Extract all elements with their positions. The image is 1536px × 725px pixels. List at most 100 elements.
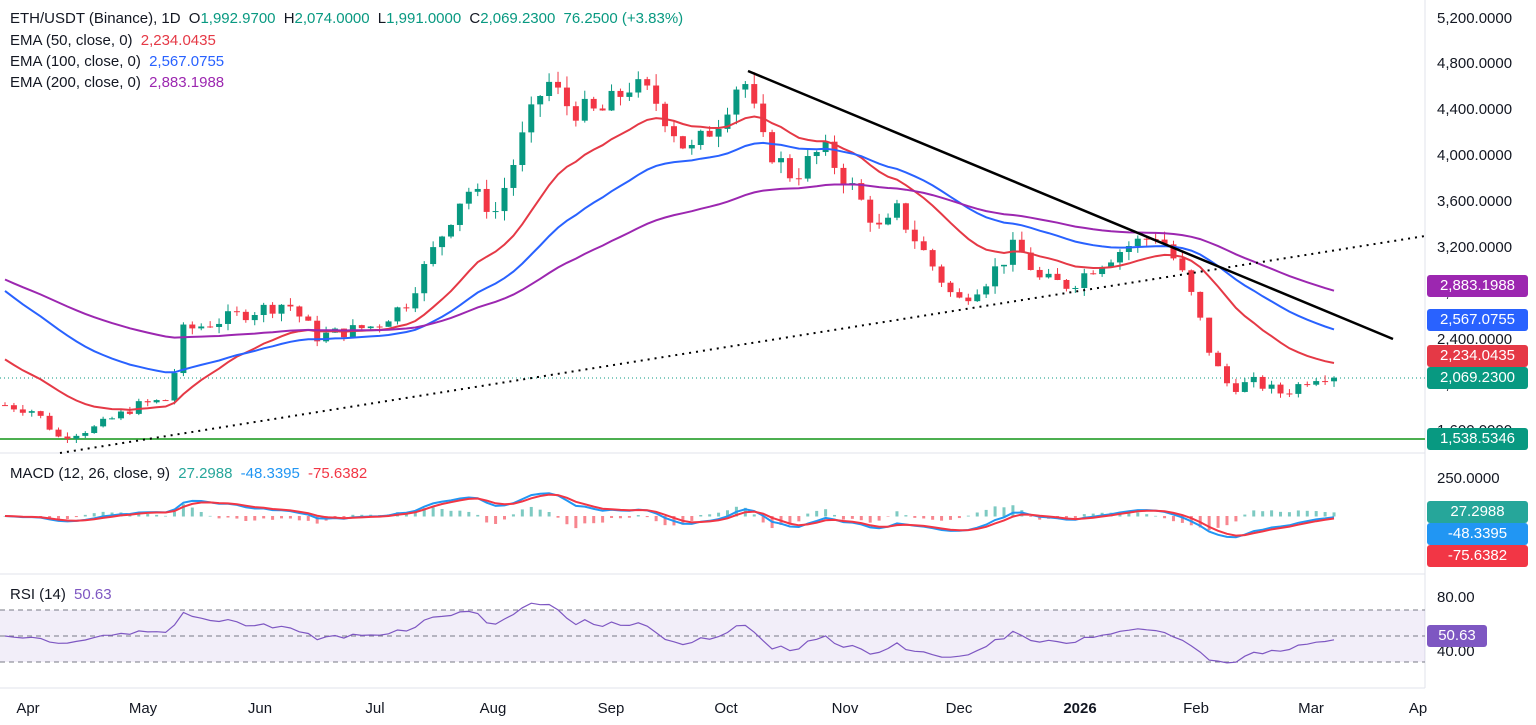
candle-body (109, 418, 116, 420)
rsi-legend[interactable]: RSI (14) 50.63 (10, 586, 116, 603)
macd-histogram-bar (1145, 514, 1149, 517)
macd-histogram-bar (208, 515, 212, 517)
candle-body (278, 304, 285, 314)
rsi-line (4, 602, 1335, 664)
macd-histogram-bar (1180, 516, 1184, 523)
macd-histogram-bar (146, 514, 150, 517)
candle-body (1054, 273, 1061, 280)
macd-histogram-bar (1082, 514, 1086, 517)
candle-body (1295, 384, 1302, 394)
macd-histogram-bar (351, 514, 355, 517)
candle-body (439, 236, 446, 248)
macd-histogram-bar (1279, 511, 1283, 517)
candle-body (19, 409, 26, 413)
time-tick-year: 2026 (1063, 700, 1096, 717)
macd-histogram-bar (217, 516, 221, 519)
ema100-legend[interactable]: EMA (100, close, 0) 2,567.0755 (10, 53, 228, 70)
macd-histogram-bar (993, 506, 997, 517)
descending-trendline[interactable] (747, 69, 1394, 341)
symbol-legend[interactable]: ETH/USDT (Binance), 1D O1,992.9700 H2,07… (10, 10, 687, 27)
candle-body (563, 87, 570, 107)
macd-histogram-bar (1154, 515, 1158, 517)
candlestick-series (2, 71, 1338, 443)
macd-histogram-bar (1332, 512, 1336, 517)
candle-body (555, 81, 562, 88)
candle-body (813, 152, 820, 157)
macd-histogram-bar (886, 516, 890, 517)
macd-histogram-bar (1136, 512, 1140, 517)
price-tick: 4,400.0000 (1437, 101, 1512, 118)
candle-body (474, 188, 481, 192)
candle-body (1259, 376, 1266, 389)
time-axis[interactable]: Apr May Jun Jul Aug Sep Oct Nov Dec 2026… (16, 700, 1427, 717)
rsi-tag: 50.63 (1427, 625, 1487, 647)
macd-line-tag: -48.3395 (1427, 523, 1528, 545)
macd-histogram-bar (271, 516, 275, 520)
candle-body (251, 315, 258, 321)
macd-histogram-bar (556, 516, 560, 518)
macd-histogram-bar (627, 516, 631, 518)
rsi-value: 50.63 (74, 586, 112, 603)
candle-body (296, 306, 303, 317)
candle-body (207, 326, 214, 328)
macd-histogram-bar (476, 514, 480, 517)
macd-histogram-bar (1323, 512, 1327, 517)
macd-histogram-bar (940, 516, 944, 521)
price-tick: 3,600.0000 (1437, 193, 1512, 210)
time-tick: Jul (365, 700, 384, 717)
macd-histogram-bar (868, 516, 872, 523)
candle-body (1232, 383, 1239, 392)
time-tick: Feb (1183, 700, 1209, 717)
macd-histogram-bar (1216, 516, 1220, 528)
macd-legend[interactable]: MACD (12, 26, close, 9) 27.2988 -48.3395… (10, 465, 371, 482)
macd-histogram-bar (1261, 511, 1265, 517)
candle-body (581, 98, 588, 121)
candle-body (528, 104, 535, 133)
candle-body (546, 81, 553, 96)
candle-body (938, 266, 945, 283)
ema200-label: EMA (200, close, 0) (10, 74, 141, 91)
candle-body (697, 130, 704, 145)
candle-body (608, 90, 615, 111)
macd-histogram-bar (360, 514, 364, 517)
macd-histogram-bar (797, 516, 801, 522)
candle-body (376, 326, 383, 328)
candle-body (171, 373, 178, 401)
candle-body (483, 188, 490, 212)
time-tick: Dec (946, 700, 973, 717)
candle-body (501, 187, 508, 212)
candle-body (572, 106, 579, 121)
macd-histogram-bar (172, 511, 176, 517)
candle-body (831, 141, 838, 168)
macd-histogram-bar (1011, 505, 1015, 517)
macd-histogram-bar (92, 513, 96, 517)
candle-body (679, 136, 686, 149)
candle-body (840, 167, 847, 185)
candle-body (867, 199, 874, 223)
time-tick: Aug (480, 700, 507, 717)
candle-body (1134, 238, 1141, 247)
macd-histogram-bar (83, 514, 87, 517)
ema200-legend[interactable]: EMA (200, close, 0) 2,883.1988 (10, 74, 228, 91)
macd-histogram-bar (164, 515, 168, 517)
support-level-tag: 1,538.5346 (1427, 428, 1528, 450)
macd-histogram-bar (984, 509, 988, 517)
macd-histogram-bar (574, 516, 578, 529)
candle-body (144, 401, 151, 403)
ema100-tag: 2,567.0755 (1427, 309, 1528, 331)
macd-histogram-bar (948, 516, 952, 520)
candle-body (1063, 279, 1070, 289)
macd-line-value: -48.3395 (240, 465, 300, 482)
candle-body (1125, 246, 1132, 253)
candle-body (902, 203, 909, 230)
macd-histogram-bar (458, 510, 462, 517)
ema50-line (4, 115, 1335, 411)
candle-body (403, 307, 410, 309)
macd-histogram-bar (422, 508, 426, 517)
candle-body (635, 79, 642, 93)
candle-body (117, 411, 124, 419)
ema50-legend[interactable]: EMA (50, close, 0) 2,234.0435 (10, 32, 220, 49)
macd-histogram-bar (1243, 514, 1247, 517)
candle-body (430, 247, 437, 265)
